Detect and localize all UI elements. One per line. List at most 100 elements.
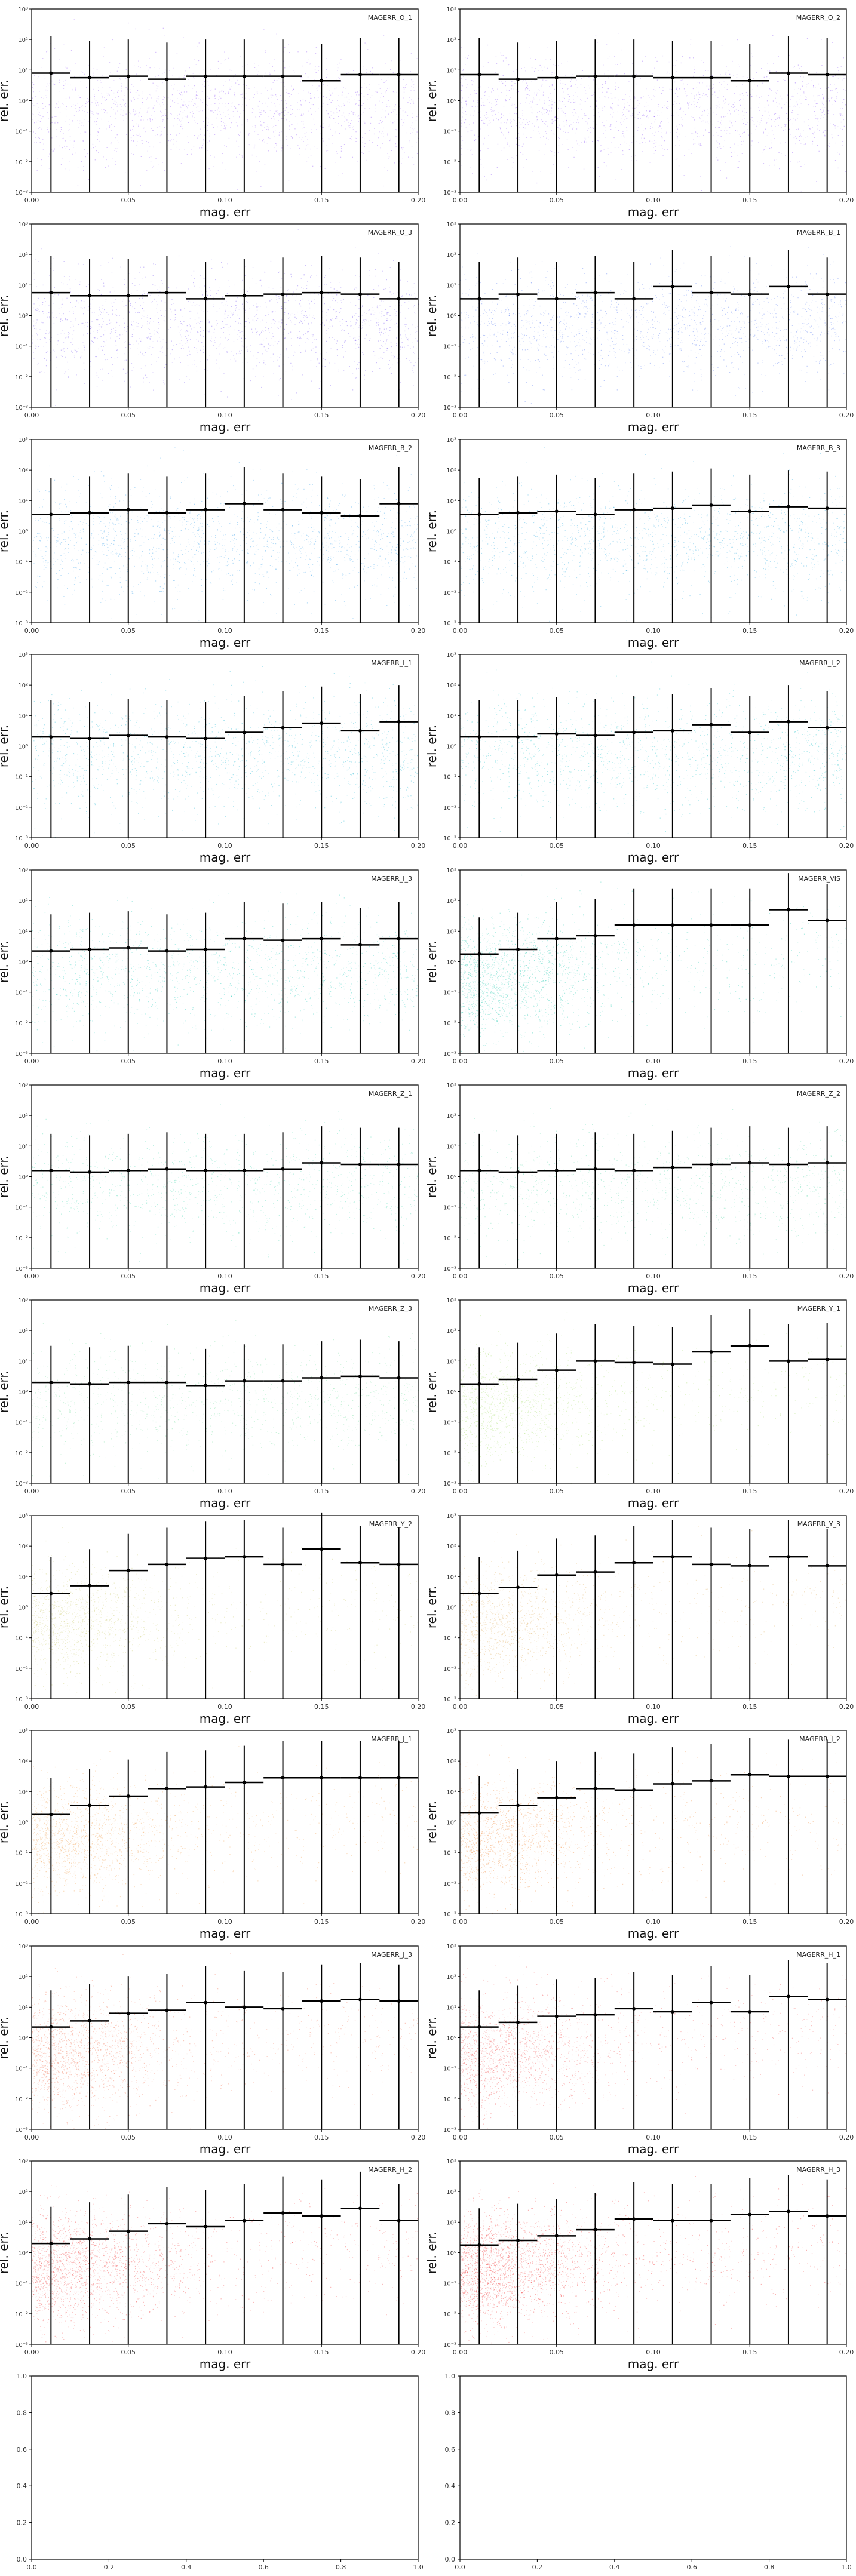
scatter-point [99,128,100,129]
scatter-point [796,138,797,139]
scatter-point [487,148,488,149]
scatter-point [833,76,834,77]
bin-marker [516,78,520,81]
scatter-point [163,28,164,29]
scatter-point [284,67,285,68]
scatter-point [400,382,401,383]
scatter-point [822,94,823,95]
scatter-point [238,104,239,105]
scatter-point [511,85,512,86]
scatter-point [263,29,264,30]
scatter-point [734,111,735,112]
scatter-point [199,42,200,43]
scatter-point [383,82,384,83]
scatter-point [622,99,623,100]
scatter-point [490,109,491,110]
scatter-point [64,146,65,147]
scatter-point [93,147,94,148]
scatter-point [679,124,680,125]
x-tick-label: 0.05 [550,196,564,204]
scatter-point [667,108,668,109]
scatter-point [740,105,741,106]
scatter-point [158,75,159,76]
scatter-point [310,98,311,99]
scatter-point [315,53,316,54]
scatter-point [314,97,315,98]
scatter-point [245,338,246,339]
scatter-point [812,133,813,134]
scatter-point [469,124,470,125]
scatter-point [662,155,663,156]
scatter-point [214,342,215,343]
scatter-point [799,140,800,141]
scatter-point [523,143,524,144]
y-axis-label: rel. err. [425,79,439,122]
scatter-point [344,105,345,106]
scatter-point [746,112,747,113]
scatter-point [622,131,623,132]
scatter-point [284,115,285,116]
scatter-point [71,50,72,51]
scatter-point [465,111,466,112]
scatter-point [190,112,191,113]
scatter-point [642,115,643,116]
scatter-point [91,321,92,322]
scatter-point [557,118,558,119]
scatter-point [514,113,515,114]
scatter-point [382,271,383,272]
scatter-point [606,92,607,93]
scatter-point [218,68,219,69]
scatter-point [466,104,467,105]
scatter-point [413,365,414,366]
scatter-point [617,64,618,65]
scatter-point [147,97,148,98]
scatter-point [838,135,839,136]
scatter-point [525,124,526,125]
scatter-point [505,99,506,100]
scatter-point [299,338,300,339]
scatter-point [413,346,414,347]
scatter-point [257,74,258,75]
scatter-point [33,91,34,92]
scatter-point [666,132,667,133]
scatter-point [254,94,255,95]
scatter-point [526,87,527,88]
scatter-point [766,122,767,123]
scatter-point [148,142,149,143]
scatter-point [600,151,601,152]
scatter-point [750,94,751,95]
scatter-point [326,312,327,313]
scatter-point [61,164,62,165]
scatter-point [773,63,774,64]
panel-title: MAGERR_O_2 [796,14,840,21]
scatter-point [193,105,194,106]
scatter-point [555,116,556,117]
scatter-point [403,79,404,80]
scatter-point [186,338,187,339]
scatter-point [221,118,222,119]
scatter-point [559,138,560,139]
scatter-point [540,65,541,66]
scatter-point [291,94,292,95]
scatter-point [624,73,625,74]
scatter-point [480,117,481,118]
scatter-point [87,98,88,99]
scatter-point [734,106,735,107]
scatter-point [570,81,571,82]
scatter-point [476,93,477,94]
scatter-point [650,128,651,129]
scatter-point [581,78,582,79]
scatter-point [378,325,379,326]
scatter-point [393,260,394,261]
scatter-point [776,71,777,72]
scatter-point [377,145,378,146]
scatter-point [138,66,139,67]
scatter-point [186,91,187,92]
scatter-point [42,58,43,59]
scatter-point [779,117,780,118]
y-tick-label: 10³ [446,7,456,13]
scatter-point [763,163,764,164]
scatter-point [341,148,342,149]
scatter-point [358,347,359,348]
scatter-point [192,99,193,100]
